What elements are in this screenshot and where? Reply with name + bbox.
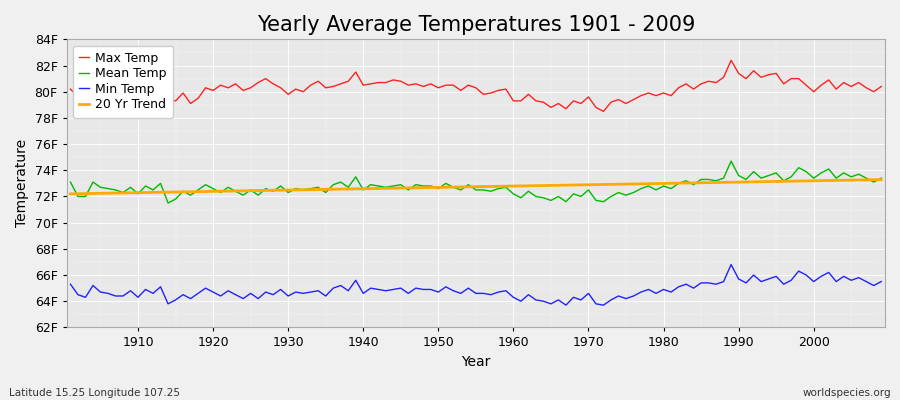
20 Yr Trend xyxy=(125,190,136,195)
Mean Temp xyxy=(876,176,886,180)
Max Temp xyxy=(508,98,518,103)
Y-axis label: Temperature: Temperature xyxy=(15,139,29,228)
Max Temp xyxy=(65,87,76,92)
20 Yr Trend xyxy=(336,187,346,192)
Max Temp xyxy=(125,93,136,98)
20 Yr Trend xyxy=(291,188,302,192)
Title: Yearly Average Temperatures 1901 - 2009: Yearly Average Temperatures 1901 - 2009 xyxy=(256,15,695,35)
Mean Temp xyxy=(125,185,136,190)
Mean Temp xyxy=(163,201,174,206)
Max Temp xyxy=(606,100,616,104)
Line: 20 Yr Trend: 20 Yr Trend xyxy=(70,180,881,194)
Mean Temp xyxy=(508,192,518,196)
Min Temp xyxy=(336,283,346,288)
Line: Max Temp: Max Temp xyxy=(70,60,881,111)
20 Yr Trend xyxy=(500,184,511,188)
Mean Temp xyxy=(343,185,354,190)
Mean Temp xyxy=(725,159,736,164)
Max Temp xyxy=(336,82,346,86)
Text: worldspecies.org: worldspecies.org xyxy=(803,388,891,398)
Max Temp xyxy=(876,84,886,89)
20 Yr Trend xyxy=(508,184,518,188)
Min Temp xyxy=(125,288,136,293)
20 Yr Trend xyxy=(876,177,886,182)
X-axis label: Year: Year xyxy=(461,355,491,369)
Mean Temp xyxy=(606,194,616,199)
Min Temp xyxy=(291,290,302,294)
Mean Temp xyxy=(516,195,526,200)
Max Temp xyxy=(598,109,609,114)
Mean Temp xyxy=(298,188,309,192)
Min Temp xyxy=(508,295,518,300)
Min Temp xyxy=(606,298,616,302)
Min Temp xyxy=(65,282,76,287)
Mean Temp xyxy=(65,180,76,184)
Line: Mean Temp: Mean Temp xyxy=(70,161,881,203)
Text: Latitude 15.25 Longitude 107.25: Latitude 15.25 Longitude 107.25 xyxy=(9,388,180,398)
20 Yr Trend xyxy=(598,182,609,187)
Min Temp xyxy=(500,288,511,293)
Max Temp xyxy=(725,58,736,63)
Max Temp xyxy=(500,87,511,92)
Min Temp xyxy=(876,279,886,284)
Legend: Max Temp, Mean Temp, Min Temp, 20 Yr Trend: Max Temp, Mean Temp, Min Temp, 20 Yr Tre… xyxy=(73,46,173,118)
20 Yr Trend xyxy=(65,192,76,196)
Line: Min Temp: Min Temp xyxy=(70,264,881,305)
Min Temp xyxy=(725,262,736,267)
Max Temp xyxy=(291,87,302,92)
Min Temp xyxy=(561,303,572,308)
